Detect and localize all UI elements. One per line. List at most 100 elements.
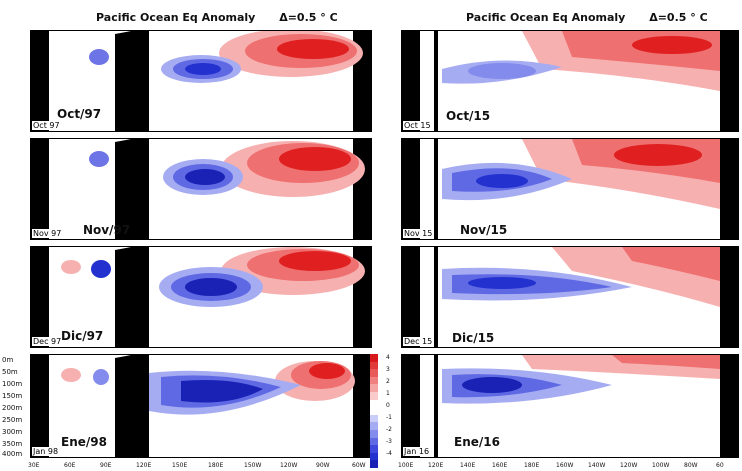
warm-anomaly-core: [632, 36, 712, 54]
land-mask-indonesia: [115, 139, 149, 239]
x-tick: 100W: [652, 462, 670, 469]
panel-month-label: Oct/97: [57, 107, 102, 121]
panel-month-label: Dic/97: [61, 329, 104, 343]
cold-anomaly-core: [185, 63, 221, 75]
right-title: Pacific Ocean Eq Anomaly Δ=0.5 ° C: [466, 11, 708, 24]
land-mask-indonesia: [115, 247, 149, 347]
x-tick: 90E: [100, 462, 112, 469]
cold-anomaly-small: [93, 369, 109, 385]
x-tick: 80W: [684, 462, 698, 469]
cold-anomaly-small: [89, 151, 109, 167]
land-mask-west: [402, 139, 420, 239]
depth-tick: 100m: [2, 380, 23, 388]
x-tick: 60E: [64, 462, 76, 469]
depth-tick: 300m: [2, 428, 23, 436]
depth-tick: 50m: [2, 368, 18, 376]
x-tick: 90W: [316, 462, 330, 469]
colorbar-tick: 1: [386, 390, 390, 397]
cold-anomaly-core: [476, 174, 528, 188]
land-mask-indonesia: [115, 355, 149, 457]
panel-oct97: Oct 97 Oct/97: [30, 30, 372, 132]
warm-anomaly-core: [279, 251, 351, 271]
panel-month-label: Ene/16: [454, 435, 500, 449]
warm-anomaly-mid: [622, 247, 720, 281]
x-tick: 160E: [492, 462, 508, 469]
colorbar-swatch: [370, 376, 378, 385]
warm-anomaly-mid: [612, 355, 720, 369]
colorbar-swatch: [370, 422, 378, 430]
panel-corner-label: Oct 97: [32, 121, 61, 130]
panel-jan16: Jan 16 Ene/16: [401, 354, 739, 458]
land-mask-strip: [434, 355, 438, 457]
depth-tick: 350m: [2, 440, 23, 448]
x-tick: 150E: [172, 462, 188, 469]
cold-anomaly-core: [185, 278, 237, 296]
colorbar-swatch: [370, 437, 378, 446]
colorbar-tick: 3: [386, 366, 390, 373]
depth-tick: 250m: [2, 416, 23, 424]
panel-dec97: Dec 97 Dic/97: [30, 246, 372, 348]
cold-anomaly-small: [91, 260, 111, 278]
panel-nov15: Nov 15 Nov/15: [401, 138, 739, 240]
cold-anomaly-core: [462, 377, 522, 393]
x-tick: 120E: [136, 462, 152, 469]
land-mask-west: [31, 247, 49, 347]
land-mask-west: [31, 139, 49, 239]
x-tick: 120W: [280, 462, 298, 469]
panel-jan98-plot: [31, 355, 371, 457]
colorbar-swatch: [370, 391, 378, 400]
colorbar-tick: -2: [386, 426, 392, 433]
colorbar-swatch: [370, 429, 378, 438]
depth-tick: 400m: [2, 450, 23, 458]
cold-anomaly-core: [185, 169, 225, 185]
panel-jan16-plot: [402, 355, 738, 457]
colorbar-tick: 0: [386, 402, 390, 409]
x-tick: 140W: [588, 462, 606, 469]
x-tick: 30E: [28, 462, 40, 469]
warm-anomaly-core: [309, 363, 345, 379]
depth-tick: 0m: [2, 356, 14, 364]
x-tick: 100E: [398, 462, 414, 469]
land-mask-east: [353, 355, 371, 457]
x-tick: 120W: [620, 462, 638, 469]
colorbar-swatch: [370, 407, 378, 415]
left-title: Pacific Ocean Eq Anomaly Δ=0.5 ° C: [96, 11, 338, 24]
x-tick: 60: [716, 462, 724, 469]
land-mask-east: [720, 31, 738, 131]
colorbar-swatch: [370, 460, 378, 468]
colorbar-tick: 4: [386, 354, 390, 361]
land-mask-west: [402, 31, 420, 131]
left-title-delta: Δ=0.5 ° C: [279, 11, 338, 24]
colorbar-swatch: [370, 445, 378, 453]
land-mask-east: [720, 247, 738, 347]
warm-anomaly-core: [614, 144, 702, 166]
panel-oct15-plot: [402, 31, 738, 131]
colorbar-tick: -4: [386, 450, 392, 457]
x-tick: 150W: [244, 462, 262, 469]
land-mask-west: [31, 355, 49, 457]
colorbar-tick: -1: [386, 414, 392, 421]
colorbar-swatch: [370, 414, 378, 423]
panel-corner-label: Jan 98: [32, 447, 60, 456]
x-tick: 180E: [208, 462, 224, 469]
panel-nov97: Nov 97 Nov/97: [30, 138, 372, 240]
right-title-delta: Δ=0.5 ° C: [649, 11, 708, 24]
panel-dec15: Dec 15 Dic/15: [401, 246, 739, 348]
panel-corner-label: Nov 97: [32, 229, 63, 238]
panel-month-label: Nov/97: [83, 223, 131, 237]
colorbar-swatch: [370, 369, 378, 377]
cold-anomaly-core: [468, 277, 536, 289]
panel-month-label: Nov/15: [460, 223, 508, 237]
land-mask-west: [402, 247, 420, 347]
warm-anomaly-core: [279, 147, 351, 171]
land-mask-strip: [434, 139, 438, 239]
warm-anomaly-core: [277, 39, 349, 59]
panel-month-label: Oct/15: [446, 109, 491, 123]
panel-dec15-plot: [402, 247, 738, 347]
land-mask-east: [353, 139, 371, 239]
warm-anomaly-small: [61, 368, 81, 382]
land-mask-east: [720, 139, 738, 239]
cold-anomaly-small: [89, 49, 109, 65]
panel-corner-label: Dec 97: [32, 337, 63, 346]
panel-corner-label: Oct 15: [403, 121, 432, 130]
